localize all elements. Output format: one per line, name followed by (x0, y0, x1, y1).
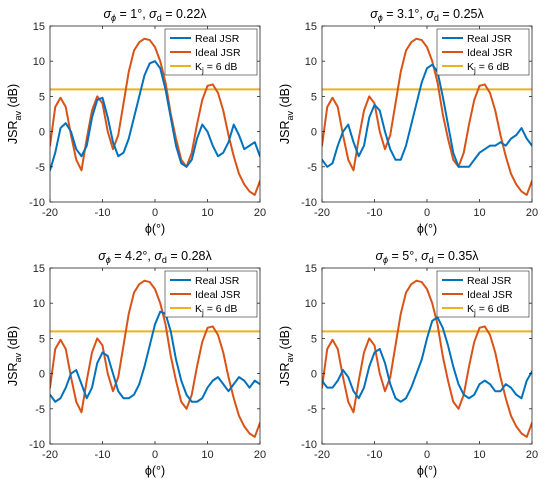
x-tick-label: -10 (367, 449, 383, 461)
real-jsr-line (322, 316, 532, 403)
real-jsr-line (50, 310, 260, 403)
subplot-title: σϕ = 5°, σd = 0.35λ (375, 249, 479, 265)
x-tick-label: 10 (473, 207, 485, 219)
legend: Real JSR Ideal JSR Kj = 6 dB (436, 28, 530, 76)
y-tick-label: 10 (33, 298, 45, 310)
x-tick-label: 20 (254, 449, 266, 461)
y-axis-label: JSRav (dB) (6, 84, 23, 144)
legend-label: Kj = 6 dB (195, 303, 237, 317)
y-tick-label: 5 (39, 333, 45, 345)
x-tick-label: -20 (42, 449, 58, 461)
x-tick-label: 0 (424, 449, 430, 461)
y-tick-label: 15 (305, 21, 317, 33)
x-tick-label: -20 (314, 449, 330, 461)
y-tick-label: -5 (35, 162, 45, 174)
y-axis-label: JSRav (dB) (6, 326, 23, 386)
subplot-title: σϕ = 3.1°, σd = 0.25λ (370, 7, 484, 23)
legend: Real JSR Ideal JSR Kj = 6 dB (164, 28, 258, 76)
y-axis-label: JSRav (dB) (278, 84, 295, 144)
x-axis-label: ϕ(°) (417, 464, 437, 478)
y-tick-label: 10 (305, 56, 317, 68)
legend: Real JSR Ideal JSR Kj = 6 dB (164, 270, 258, 318)
y-tick-label: 0 (311, 127, 317, 139)
legend-label: Kj = 6 dB (195, 61, 237, 75)
y-tick-label: 0 (311, 369, 317, 381)
subplot-title: σϕ = 1°, σd = 0.22λ (103, 7, 207, 23)
x-axis-label: ϕ(°) (145, 222, 165, 236)
legend-label: Real JSR (467, 275, 512, 287)
y-tick-label: -10 (29, 197, 45, 209)
legend-label: Real JSR (195, 275, 240, 287)
x-tick-label: 10 (201, 449, 213, 461)
y-tick-label: 5 (39, 91, 45, 103)
x-tick-label: -20 (42, 207, 58, 219)
x-tick-label: 0 (424, 207, 430, 219)
y-tick-label: -10 (301, 439, 317, 451)
ideal-jsr-line (322, 279, 532, 438)
y-tick-label: 0 (39, 369, 45, 381)
real-jsr-line (322, 63, 532, 168)
x-axis-label: ϕ(°) (145, 464, 165, 478)
legend-label: Real JSR (467, 33, 512, 45)
legend-label: Kj = 6 dB (467, 303, 509, 317)
x-tick-label: 20 (526, 207, 538, 219)
y-tick-label: 5 (311, 333, 317, 345)
x-tick-label: 20 (526, 449, 538, 461)
y-tick-label: 15 (305, 263, 317, 275)
y-tick-label: 10 (305, 298, 317, 310)
x-tick-label: -10 (95, 207, 111, 219)
x-tick-label: 10 (201, 207, 213, 219)
y-tick-label: -5 (307, 404, 317, 416)
x-tick-label: 0 (152, 207, 158, 219)
y-tick-label: 15 (33, 263, 45, 275)
legend-label: Ideal JSR (195, 289, 241, 301)
x-tick-label: 10 (473, 449, 485, 461)
x-tick-label: 20 (254, 207, 266, 219)
x-axis-label: ϕ(°) (417, 222, 437, 236)
legend-label: Ideal JSR (467, 47, 513, 59)
x-tick-label: 0 (152, 449, 158, 461)
y-tick-label: -10 (29, 439, 45, 451)
y-tick-label: 15 (33, 21, 45, 33)
subplot-title: σϕ = 4.2°, σd = 0.28λ (98, 249, 212, 265)
y-axis-label: JSRav (dB) (278, 326, 295, 386)
y-tick-label: 0 (39, 127, 45, 139)
y-tick-label: -5 (35, 404, 45, 416)
x-tick-label: -20 (314, 207, 330, 219)
y-tick-label: 5 (311, 91, 317, 103)
legend-label: Ideal JSR (467, 289, 513, 301)
legend: Real JSR Ideal JSR Kj = 6 dB (436, 270, 530, 318)
legend-label: Kj = 6 dB (467, 61, 509, 75)
x-tick-label: -10 (95, 449, 111, 461)
x-tick-label: -10 (367, 207, 383, 219)
y-tick-label: 10 (33, 56, 45, 68)
y-tick-label: -5 (307, 162, 317, 174)
legend-label: Real JSR (195, 33, 240, 45)
legend-label: Ideal JSR (195, 47, 241, 59)
real-jsr-line (50, 60, 260, 172)
y-tick-label: -10 (301, 197, 317, 209)
